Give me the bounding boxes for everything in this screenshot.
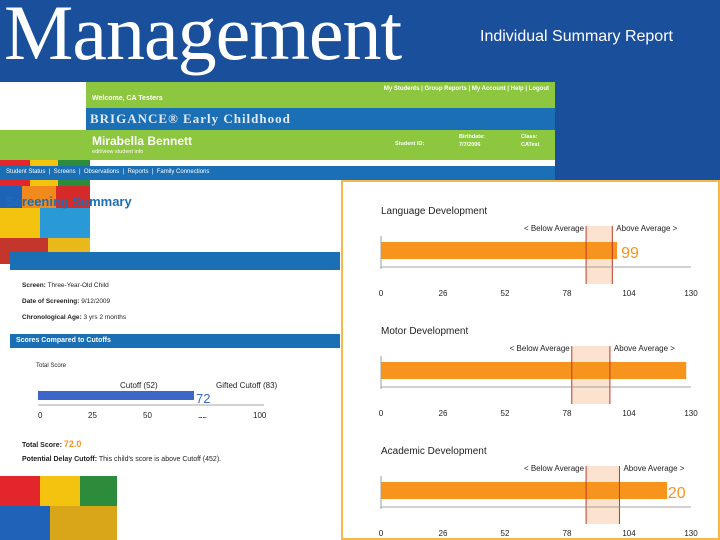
value-label: 128 xyxy=(659,365,686,382)
birthdate-field: Birthdate: 7/7/2006 xyxy=(459,133,485,150)
tick-label: 0 xyxy=(379,529,384,538)
below-average-label: < Below Average xyxy=(524,224,585,233)
mini-tick: 75 xyxy=(198,416,207,418)
brand-bar: BRIGANCE® Early Childhood xyxy=(86,108,555,130)
summary-band xyxy=(10,252,340,270)
cutoff-right-label: Gifted Cutoff (83) xyxy=(216,381,278,390)
score-bar xyxy=(381,362,687,379)
tick-label: 78 xyxy=(563,409,572,418)
nav-items: Student Status | Screens | Observations … xyxy=(6,169,210,175)
student-name: Mirabella Bennett xyxy=(92,134,193,148)
nav-screens[interactable]: Screens xyxy=(53,169,76,175)
top-nav-links[interactable]: My Students | Group Reports | My Account… xyxy=(383,86,549,92)
cutoff-left-label: Cutoff (52) xyxy=(120,381,158,390)
toy-blocks-image-bottom xyxy=(0,476,117,540)
development-charts: Language Development < Below Average Above… xyxy=(379,206,698,538)
delay-text: This child's score is above Cutoff (452)… xyxy=(98,456,222,463)
mini-value-label: 72 xyxy=(196,391,210,406)
screening-summary-panel: Screening Summary xyxy=(6,194,342,209)
above-average-label: Above Average > xyxy=(623,464,684,473)
tick-label: 130 xyxy=(684,409,698,418)
date-value: 9/12/2009 xyxy=(81,298,111,305)
delay-label: Potential Delay Cutoff: xyxy=(22,456,98,463)
class-field: Class: CATest xyxy=(521,133,539,150)
brand-logo: BRIGANCE® Early Childhood xyxy=(90,111,291,126)
birthdate-value: 7/7/2006 xyxy=(459,142,481,149)
tick-label: 52 xyxy=(501,289,510,298)
mini-tick: 50 xyxy=(143,411,152,418)
tick-label: 104 xyxy=(622,289,636,298)
date-label: Date of Screening: xyxy=(22,298,80,305)
total-score-chart: Cutoff (52) Gifted Cutoff (83) 72 0 25 5… xyxy=(38,381,278,418)
student-id-label: Student ID: xyxy=(395,141,425,147)
slide-header: Management Individual Summary Report xyxy=(0,0,720,78)
tick-label: 130 xyxy=(684,289,698,298)
cutoffs-header-text: Scores Compared to Cutoffs xyxy=(16,337,111,344)
mini-tick: 25 xyxy=(88,411,97,418)
screen-label: Screen: xyxy=(22,282,46,289)
nav-observations[interactable]: Observations xyxy=(83,169,120,175)
value-label: 120 xyxy=(659,485,686,502)
tick-label: 26 xyxy=(439,409,448,418)
tick-label: 130 xyxy=(684,529,698,538)
mini-tick: 100 xyxy=(253,411,267,418)
class-label: Class: xyxy=(521,134,538,140)
total-score-value: 72.0 xyxy=(63,439,82,449)
development-charts-panel: Language Development < Below Average Above… xyxy=(341,180,720,540)
chart-title: Academic Development xyxy=(381,446,487,457)
toy-blocks-image xyxy=(0,160,90,264)
total-score-bar xyxy=(38,391,194,400)
welcome-text: Welcome, CA Testers xyxy=(92,95,163,102)
tick-label: 0 xyxy=(379,409,384,418)
slide-subtitle: Individual Summary Report xyxy=(480,28,673,45)
below-average-label: < Below Average xyxy=(510,344,571,353)
edit-student-link[interactable]: edit/view student info xyxy=(92,149,144,155)
value-label: 99 xyxy=(621,245,639,262)
age-value: 3 yrs 2 months xyxy=(83,314,127,321)
above-average-label: Above Average > xyxy=(616,224,677,233)
above-average-label: Above Average > xyxy=(614,344,675,353)
mini-tick: 0 xyxy=(38,411,43,418)
app-top-bar: My Students | Group Reports | My Account… xyxy=(86,82,555,108)
tick-label: 104 xyxy=(622,409,636,418)
tick-label: 26 xyxy=(439,529,448,538)
app-nav-bar: Student Status | Screens | Observations … xyxy=(0,166,555,180)
nav-reports[interactable]: Reports xyxy=(127,169,149,175)
below-average-label: < Below Average xyxy=(524,464,585,473)
tick-label: 26 xyxy=(439,289,448,298)
tick-label: 104 xyxy=(622,529,636,538)
class-value: CATest xyxy=(521,142,540,149)
slide-title: Management xyxy=(4,0,402,76)
total-score-label: Total Score: xyxy=(22,442,62,449)
age-label: Chronological Age: xyxy=(22,314,82,321)
tick-label: 52 xyxy=(501,409,510,418)
screening-info: Screen: Three-Year-Old Child Date of Scr… xyxy=(22,278,126,326)
score-bar xyxy=(381,482,668,499)
tick-label: 52 xyxy=(501,529,510,538)
total-score-block: Total Score: 72.0 Potential Delay Cutoff… xyxy=(22,437,221,467)
screen-value: Three-Year-Old Child xyxy=(47,282,109,289)
student-header: Mirabella Bennett edit/view student info… xyxy=(0,130,555,160)
birthdate-label: Birthdate: xyxy=(459,134,485,140)
cutoffs-header: Scores Compared to Cutoffs xyxy=(10,334,340,348)
score-bar xyxy=(381,242,618,259)
nav-family-connections[interactable]: Family Connections xyxy=(156,169,210,175)
tick-label: 0 xyxy=(379,289,384,298)
total-score-chart-label: Total Score xyxy=(36,363,67,369)
screening-summary-title: Screening Summary xyxy=(6,194,132,209)
chart-title: Language Development xyxy=(381,206,487,217)
tick-label: 78 xyxy=(563,289,572,298)
chart-title: Motor Development xyxy=(381,326,468,337)
nav-student-status[interactable]: Student Status xyxy=(6,169,46,175)
tick-label: 78 xyxy=(563,529,572,538)
